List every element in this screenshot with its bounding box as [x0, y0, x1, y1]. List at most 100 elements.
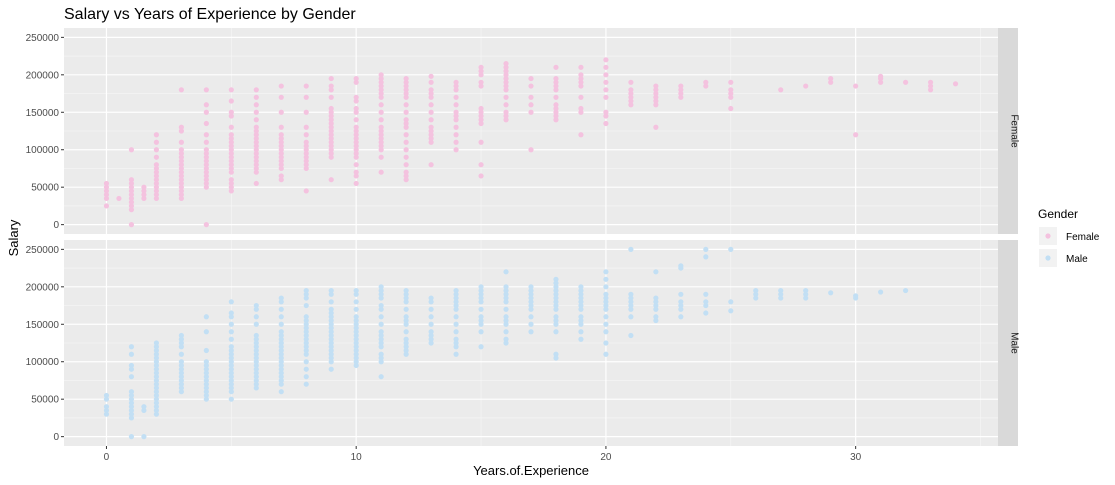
data-point-female [253, 165, 259, 172]
data-point-male [303, 295, 309, 301]
data-point-male [141, 434, 147, 440]
data-point-female [878, 79, 884, 85]
data-point-female [203, 158, 209, 164]
data-point-female [678, 94, 684, 100]
data-point-male [228, 344, 234, 350]
data-point-male [228, 351, 234, 357]
data-point-male [328, 306, 334, 312]
data-point-male [428, 336, 434, 342]
data-point-male [553, 314, 559, 320]
data-point-male [578, 299, 584, 305]
data-point-male [603, 321, 609, 327]
data-point-male [478, 287, 484, 294]
data-point-female [428, 87, 434, 93]
data-point-male [228, 374, 234, 380]
data-point-female [403, 109, 409, 115]
data-point-female [253, 180, 259, 187]
data-point-female [403, 90, 409, 97]
data-point-female [328, 87, 334, 93]
data-point-female [528, 75, 534, 82]
data-point-male [653, 317, 659, 324]
data-point-female [653, 98, 659, 104]
data-point-male [553, 287, 559, 294]
data-point-male [253, 321, 259, 327]
data-point-female [378, 117, 384, 123]
data-point-male [603, 291, 609, 297]
data-point-female [378, 102, 384, 108]
data-point-male [353, 299, 359, 305]
data-point-male [228, 347, 234, 354]
data-point-female [728, 79, 734, 85]
data-point-female [403, 154, 409, 160]
data-point-female [141, 188, 147, 194]
data-point-female [553, 105, 559, 112]
data-point-female [927, 83, 934, 89]
data-point-female [128, 188, 135, 194]
data-point-male [203, 396, 209, 402]
data-point-female [278, 165, 284, 172]
data-point-female [952, 81, 959, 87]
data-point-male [253, 366, 259, 372]
x-tick-label: 0 [104, 452, 110, 463]
data-point-male [353, 321, 359, 327]
data-point-male [328, 310, 334, 316]
data-point-female [653, 124, 659, 130]
data-point-male [128, 411, 135, 417]
data-point-female [278, 109, 284, 115]
data-point-male [303, 317, 309, 324]
data-point-male [103, 392, 110, 399]
data-point-male [153, 381, 160, 387]
data-point-male [528, 314, 534, 320]
data-point-male [253, 355, 259, 361]
data-point-male [353, 340, 359, 346]
data-point-female [353, 98, 359, 104]
data-point-male [778, 295, 784, 301]
data-point-male [153, 411, 160, 417]
data-point-female [453, 79, 459, 85]
data-point-male [478, 321, 484, 327]
data-point-male [378, 314, 384, 320]
data-point-male [303, 351, 309, 357]
data-point-female [503, 94, 509, 100]
data-point-male [228, 366, 234, 372]
data-point-male [378, 295, 384, 301]
data-point-male [153, 377, 160, 384]
data-point-female [353, 79, 359, 85]
y-tick-label: 100000 [26, 145, 60, 156]
data-point-female [153, 162, 160, 168]
data-point-female [328, 109, 334, 115]
data-point-male [303, 325, 309, 331]
data-point-male [753, 291, 759, 297]
data-point-female [403, 94, 409, 100]
data-point-male [528, 291, 534, 297]
data-point-male [528, 302, 534, 309]
y-tick-label: 250000 [26, 245, 60, 256]
data-point-male [378, 329, 384, 335]
data-point-male [128, 362, 135, 369]
data-point-female [828, 75, 834, 82]
data-point-female [403, 169, 409, 175]
data-point-male [253, 381, 259, 387]
data-point-male [378, 302, 384, 309]
data-point-male [178, 370, 184, 376]
data-point-male [228, 314, 234, 320]
data-point-female [153, 180, 160, 187]
data-point-male [553, 306, 559, 312]
data-point-female [203, 102, 209, 108]
data-point-male [478, 317, 484, 324]
data-point-male [278, 355, 284, 361]
data-point-male [278, 321, 284, 327]
data-point-male [128, 344, 135, 350]
data-point-male [453, 336, 459, 342]
data-point-male [253, 314, 259, 320]
data-point-male [178, 351, 184, 357]
data-point-female [428, 139, 434, 145]
data-point-female [528, 102, 534, 108]
data-point-female [553, 94, 559, 100]
data-point-female [128, 147, 135, 153]
data-point-male [253, 332, 259, 339]
data-point-male [328, 321, 334, 327]
data-point-female [153, 169, 160, 175]
data-point-female [553, 83, 559, 89]
data-point-female [403, 162, 409, 168]
